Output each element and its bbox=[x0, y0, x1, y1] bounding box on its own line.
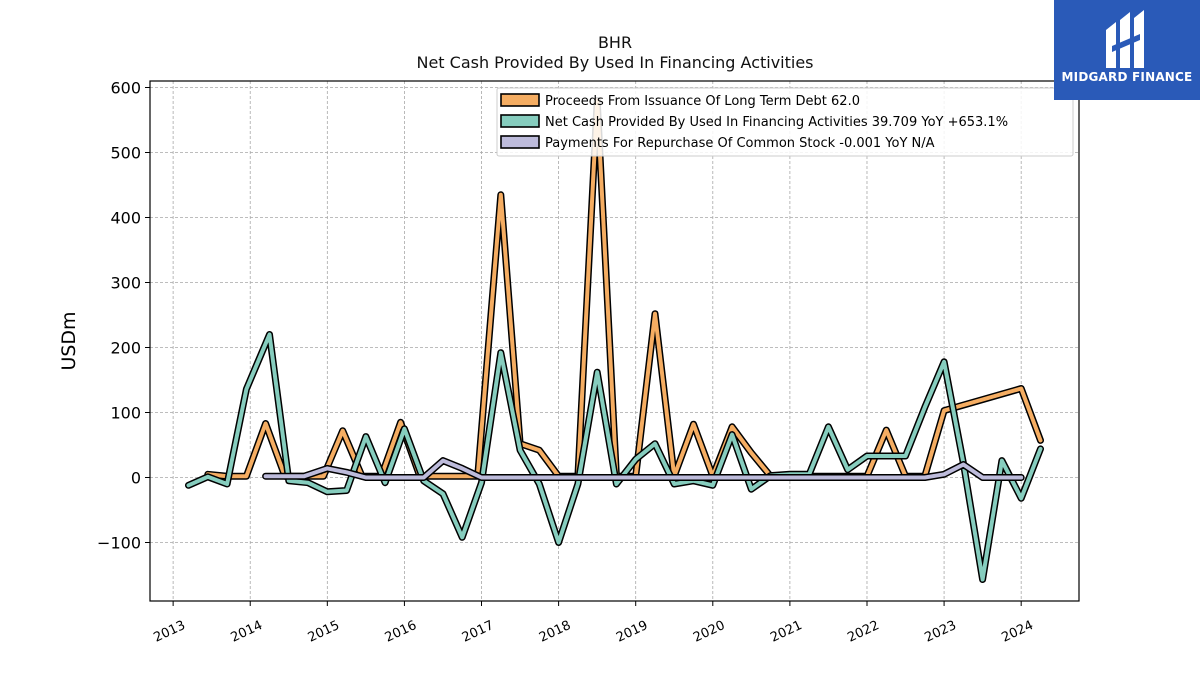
x-tick-label: 2015 bbox=[306, 618, 342, 646]
x-tick-label: 2022 bbox=[845, 618, 881, 646]
x-axis: 2013 2014 2015 2016 2017 2018 2019 2020 2021 2022… bbox=[151, 601, 1036, 646]
series-line-outline bbox=[204, 97, 1044, 480]
y-tick-label: 600 bbox=[110, 79, 141, 98]
y-tick-label: −100 bbox=[97, 534, 141, 553]
y-axis-label: USDm bbox=[58, 311, 80, 370]
y-axis: −100 0 100 200 300 400 500 600 bbox=[97, 79, 150, 553]
x-tick-label: 2021 bbox=[768, 618, 804, 646]
y-tick-label: 200 bbox=[110, 339, 141, 358]
series-line bbox=[205, 98, 1043, 479]
brand-name: MIDGARD FINANCE bbox=[1061, 70, 1193, 84]
x-tick-label: 2014 bbox=[229, 618, 265, 646]
chart-title: BHR bbox=[598, 33, 632, 52]
brand-logo: MIDGARD FINANCE bbox=[1054, 0, 1200, 100]
x-tick-label: 2024 bbox=[1000, 618, 1036, 646]
x-tick-label: 2013 bbox=[151, 618, 187, 646]
legend-entry: Net Cash Provided By Used In Financing A… bbox=[545, 115, 1008, 130]
legend-entry: Proceeds From Issuance Of Long Term Debt… bbox=[545, 94, 860, 109]
x-tick-label: 2019 bbox=[614, 618, 650, 646]
x-tick-label: 2020 bbox=[691, 618, 727, 646]
series-line bbox=[186, 332, 1043, 582]
x-tick-label: 2023 bbox=[922, 618, 958, 646]
legend-swatch bbox=[500, 114, 540, 128]
gridlines bbox=[150, 81, 1079, 601]
y-tick-label: 400 bbox=[110, 209, 141, 228]
x-tick-label: 2018 bbox=[537, 618, 573, 646]
series-3 bbox=[262, 457, 1025, 481]
y-tick-label: 300 bbox=[110, 274, 141, 293]
midgard-logo-icon bbox=[1106, 10, 1144, 68]
chart-subtitle: Net Cash Provided By Used In Financing A… bbox=[416, 53, 813, 72]
series-layer bbox=[185, 97, 1044, 583]
y-tick-label: 0 bbox=[131, 469, 141, 488]
y-tick-label: 500 bbox=[110, 144, 141, 163]
plot-frame bbox=[149, 80, 1080, 602]
legend: Proceeds From Issuance Of Long Term Debt… bbox=[496, 87, 1074, 157]
series-2 bbox=[185, 331, 1044, 583]
legend-entry: Payments For Repurchase Of Common Stock … bbox=[545, 136, 935, 151]
legend-box bbox=[496, 87, 1074, 157]
x-tick-label: 2017 bbox=[460, 618, 496, 646]
series-1 bbox=[185, 97, 1044, 480]
series-line bbox=[263, 458, 1024, 480]
legend-swatch bbox=[500, 93, 540, 107]
legend-swatch bbox=[500, 135, 540, 149]
x-tick-label: 2016 bbox=[383, 618, 419, 646]
y-tick-label: 100 bbox=[110, 404, 141, 423]
